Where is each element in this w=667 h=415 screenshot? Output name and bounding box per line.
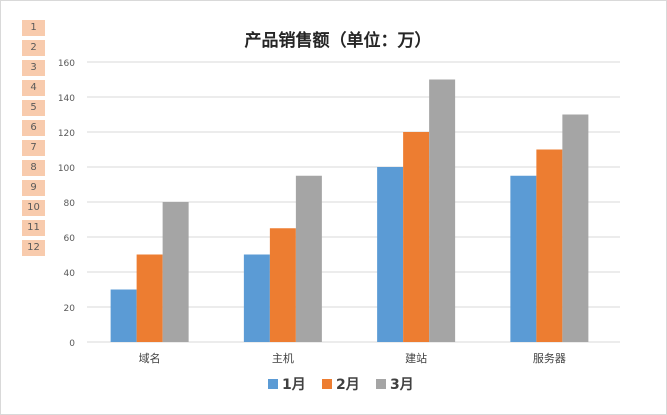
y-tick-label: 100 xyxy=(58,164,75,174)
legend-label: 1月 xyxy=(282,377,306,393)
row-number[interactable]: 5 xyxy=(22,100,45,116)
y-tick-label: 20 xyxy=(64,304,76,314)
y-tick-label: 60 xyxy=(64,234,76,244)
y-tick-label: 80 xyxy=(64,199,76,209)
bar-1 xyxy=(243,254,270,342)
row-number[interactable]: 1 xyxy=(22,20,45,36)
legend-swatch xyxy=(268,379,278,389)
y-tick-label: 120 xyxy=(58,129,75,139)
bar-1 xyxy=(377,167,404,342)
bar-1 xyxy=(110,289,137,342)
chart-title: 产品销售额（单位：万） xyxy=(245,30,432,51)
bar-2 xyxy=(269,228,296,342)
legend-label: 3月 xyxy=(390,377,414,393)
bar-3 xyxy=(429,79,456,342)
bar-1 xyxy=(510,175,537,342)
legend-label: 2月 xyxy=(336,377,360,393)
row-number[interactable]: 7 xyxy=(22,140,45,156)
bar-3 xyxy=(562,114,589,342)
legend-swatch xyxy=(322,379,332,389)
y-tick-label: 0 xyxy=(69,339,75,349)
row-number[interactable]: 2 xyxy=(22,40,45,56)
row-number[interactable]: 11 xyxy=(22,220,45,236)
x-tick-label: 域名 xyxy=(139,351,161,365)
y-tick-label: 40 xyxy=(64,269,76,279)
row-number[interactable]: 4 xyxy=(22,80,45,96)
y-tick-label: 160 xyxy=(58,59,75,69)
bar-2 xyxy=(403,132,430,342)
bar-2 xyxy=(136,254,163,342)
row-number[interactable]: 12 xyxy=(22,240,45,256)
x-tick-label: 主机 xyxy=(272,351,294,365)
row-number[interactable]: 8 xyxy=(22,160,45,176)
bar-3 xyxy=(295,175,322,342)
row-number[interactable]: 9 xyxy=(22,180,45,196)
bar-3 xyxy=(162,202,189,342)
y-tick-label: 140 xyxy=(58,94,75,104)
row-number[interactable]: 6 xyxy=(22,120,45,136)
x-tick-label: 建站 xyxy=(405,351,427,365)
row-number[interactable]: 3 xyxy=(22,60,45,76)
bar-2 xyxy=(536,149,563,342)
row-number[interactable]: 10 xyxy=(22,200,45,216)
legend-swatch xyxy=(376,379,386,389)
x-tick-label: 服务器 xyxy=(533,352,566,365)
